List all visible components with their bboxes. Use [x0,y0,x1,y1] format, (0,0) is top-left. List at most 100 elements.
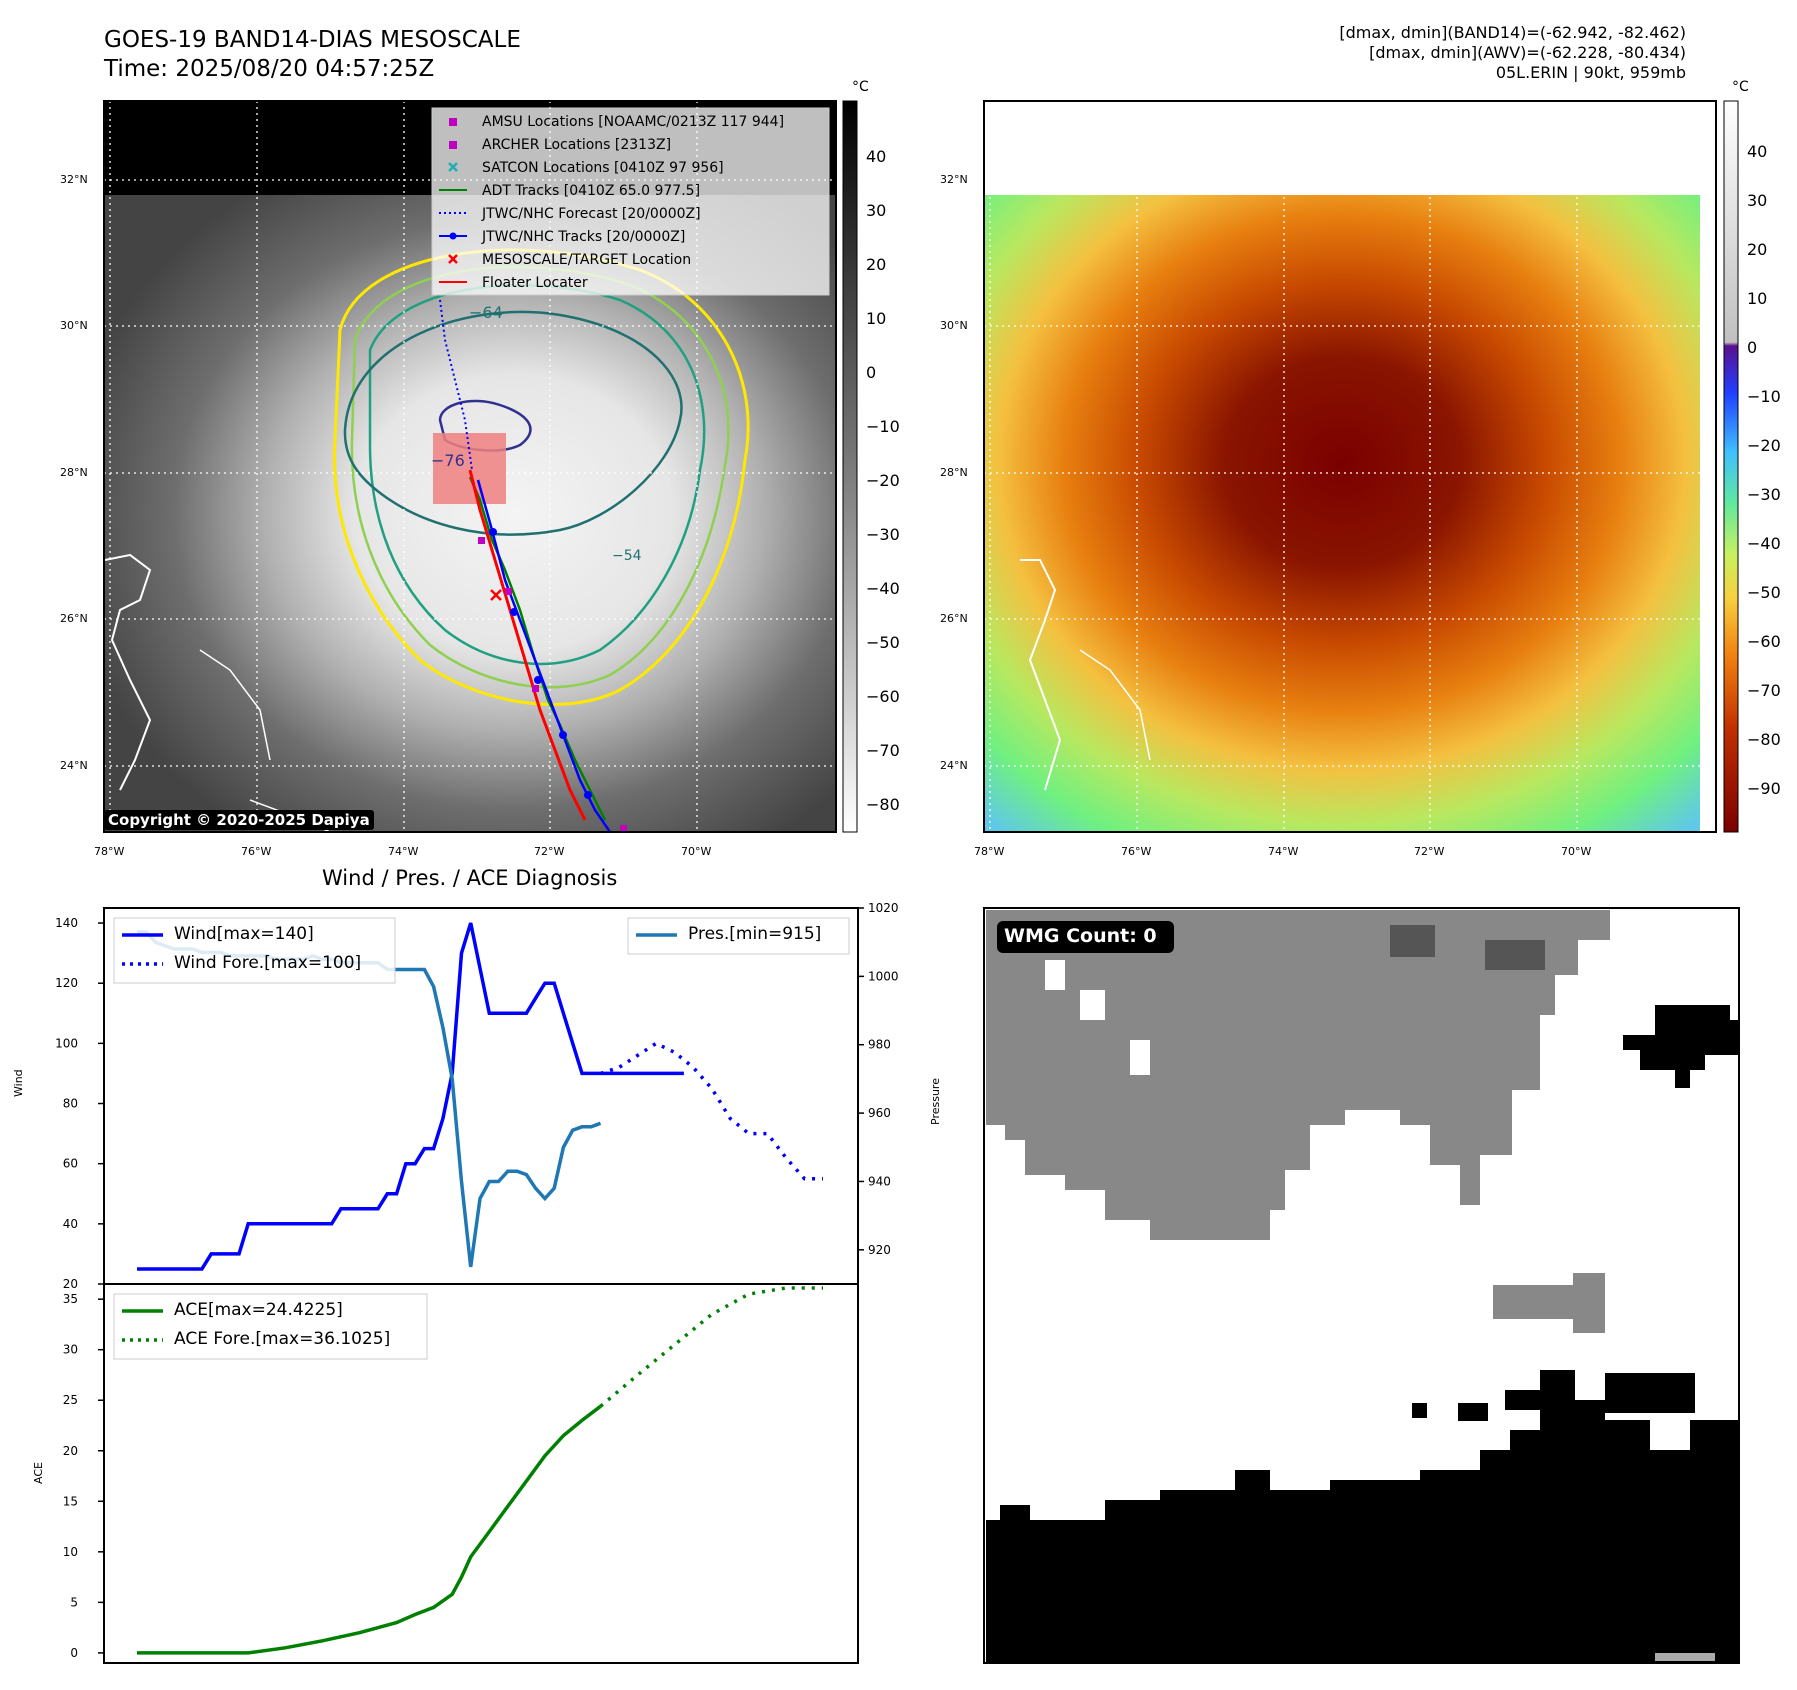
right-map [984,101,1716,832]
wmg-darkgray-regions [1390,925,1545,970]
colorbar-tick: −90 [1747,779,1781,798]
wind-tick-label: 60 [63,1157,78,1171]
colorbar-tick: 40 [866,147,887,166]
lon-label: 70°W [681,845,712,858]
colorbar-tick: −30 [866,525,900,544]
lon-label: 76°W [1121,845,1152,858]
colorbar-tick: −20 [866,471,900,490]
info-storm: 05L.ERIN | 90kt, 959mb [1495,63,1686,82]
colorbar-tick: 10 [1747,289,1768,308]
right-grid [984,101,1716,832]
ace-tick-label: 5 [70,1595,78,1609]
right-coastline-florida [1020,559,1062,791]
wind-legend-box [113,917,396,984]
ace-legend-box [113,1293,428,1360]
left-legend-item-7: MESOSCALE/TARGET Location [482,252,692,268]
ace-legend-label: ACE[max=24.4225] [174,1300,343,1320]
jtwc-forecast-track [439,299,473,471]
left-unit: °C [852,79,869,95]
lon-label: 74°W [1268,845,1299,858]
contour-label-76: −76 [431,451,465,470]
right-map-frame [983,100,1717,833]
copyright-label: Copyright © 2020-2025 Dapiya [104,810,374,830]
wind-tick-label: 20 [63,1277,78,1291]
ace-tick-label: 0 [70,1646,78,1660]
wmg-black-regions [986,1005,1738,1663]
floater-locater-track [468,469,587,821]
pressure-tick-label: 960 [868,1106,891,1120]
wind-axis-label: Wind [12,1069,25,1097]
left-legend-item-4: ADT Tracks [0410Z 65.0 977.5] [482,183,701,199]
figure-title: GOES-19 BAND14-DIAS MESOSCALE [104,27,521,53]
contour-label-54: −54 [612,548,642,564]
lat-label: 26°N [60,612,88,625]
wind-tick-label: 140 [55,916,78,930]
wind-legend-label: Wind[max=140] [174,924,314,944]
lat-label: 24°N [60,759,88,772]
lon-label: 78°W [94,845,125,858]
ace-fore-legend-label: ACE Fore.[max=36.1025] [174,1329,391,1349]
ace-axis-label: ACE [32,1462,45,1484]
wind-tick-label: 100 [55,1036,78,1050]
wmg-white-notches [1045,960,1150,1075]
ace-plot: 0 5 10 15 20 25 30 35 [63,1286,823,1660]
series-ace-max--------- [137,1404,602,1655]
colorbar-tick: −30 [1747,485,1781,504]
pressure-axis-label: Pressure [929,1078,942,1125]
coastline-florida [104,553,152,791]
info-band14: [dmax, dmin](BAND14)=(-62.942, -82.462) [1339,23,1686,42]
wind-tick-label: 80 [63,1097,78,1111]
left-legend-markers [439,118,467,283]
colorbar-tick: −40 [866,579,900,598]
lat-label: 32°N [940,173,968,186]
wmg-count-label: WMG Count: 0 [1004,925,1157,947]
left-legend-item-5: JTWC/NHC Forecast [20/0000Z] [482,206,701,222]
ace-tick-label: 30 [63,1343,78,1357]
wmg-count-badge [997,921,1174,953]
lat-label: 32°N [60,173,88,186]
colorbar-tick: 0 [866,363,877,382]
colorbar-tick: 0 [1747,338,1758,357]
lon-label: 74°W [388,845,419,858]
pressure-tick-label: 1020 [868,901,899,915]
right-colorbar [1723,100,1739,833]
colorbar-tick: 30 [866,201,887,220]
lat-label: 30°N [940,319,968,332]
jtwc-track-points [489,528,592,799]
colorbar-tick: −80 [1747,730,1781,749]
left-legend-item-3: SATCON Locations [0410Z 97 956] [482,160,724,176]
right-coastline-bahamas [1079,649,1151,761]
colorbar-tick: 10 [866,309,887,328]
wind-fore-legend-label: Wind Fore.[max=100] [174,953,362,973]
contour-darkteal [343,310,683,536]
left-map-frame [103,100,837,833]
ace-tick-label: 25 [63,1393,78,1407]
colorbar-tick: 30 [1747,191,1768,210]
left-legend-item-6: JTWC/NHC Tracks [20/0000Z] [482,229,686,245]
pressure-tick-label: 940 [868,1174,891,1188]
lon-label: 76°W [241,845,272,858]
colorbar-tick: −60 [1747,632,1781,651]
figure-time: Time: 2025/08/20 04:57:25Z [104,56,435,82]
pressure-tick-label: 980 [868,1038,891,1052]
colorized-imagery [984,195,1700,832]
colorbar-tick: 40 [1747,142,1768,161]
lat-label: 30°N [60,319,88,332]
diagnosis-title: Wind / Pres. / ACE Diagnosis [322,866,618,890]
colorbar-tick: −50 [866,633,900,652]
lon-label: 72°W [1414,845,1445,858]
ace-tick-label: 20 [63,1444,78,1458]
ace-tick-label: 10 [63,1545,78,1559]
colorbar-tick: −40 [1747,534,1781,553]
lat-label: 28°N [60,466,88,479]
lon-label: 78°W [974,845,1005,858]
pressure-tick-label: 920 [868,1243,891,1257]
lat-label: 26°N [940,612,968,625]
contour-label-64: −64 [469,303,503,322]
lon-label: 72°W [534,845,565,858]
pres-legend-label: Pres.[min=915] [688,924,822,944]
left-legend-item-2: ARCHER Locations [2313Z] [482,137,672,153]
wmg-gray-regions [986,910,1610,1333]
wmg-bottom-strip [1655,1653,1715,1661]
colorbar-tick: −20 [1747,436,1781,455]
